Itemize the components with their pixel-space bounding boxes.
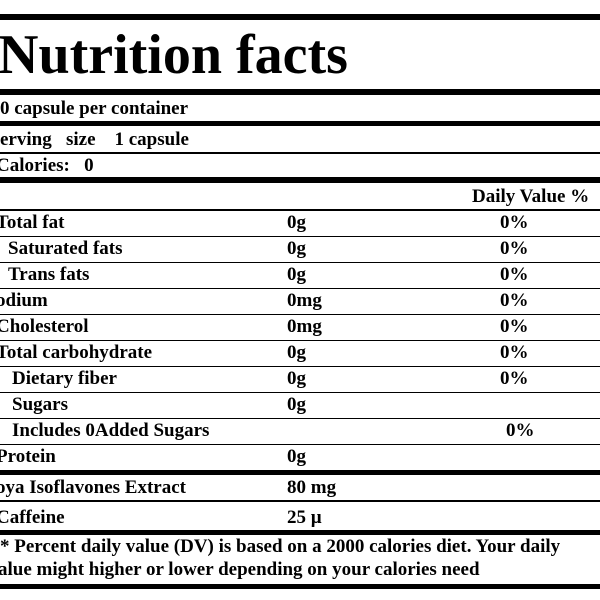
footnote: * Percent daily value (DV) is based on a… — [0, 536, 561, 557]
row-amount: 0g — [287, 212, 306, 233]
rule — [0, 366, 600, 367]
row-label: Protein — [0, 446, 56, 467]
rule — [0, 121, 600, 126]
rule — [0, 314, 600, 315]
rule — [0, 340, 600, 341]
rule — [0, 236, 600, 237]
row-amount: 0mg — [287, 290, 322, 311]
row-label: Caffeine — [0, 507, 65, 528]
row-dv: 0% — [500, 238, 529, 259]
rule — [0, 14, 600, 20]
row-label: Total carbohydrate — [0, 342, 153, 363]
rule — [0, 262, 600, 263]
row-amount: 0g — [287, 446, 306, 467]
row-dv: 0% — [500, 368, 529, 389]
row-dv: 0% — [500, 342, 529, 363]
row-dv: 0% — [506, 420, 535, 441]
row-label: Saturated fats — [8, 238, 123, 259]
title: Nutrition facts — [0, 24, 348, 86]
rule — [0, 177, 600, 183]
row-amount: 0g — [287, 238, 306, 259]
row-amount: 80 mg — [287, 477, 337, 498]
rule — [0, 584, 600, 589]
rule — [0, 418, 600, 419]
rule — [0, 152, 600, 154]
row-dv: 0% — [500, 316, 529, 337]
rule — [0, 444, 600, 445]
row-amount: 0g — [287, 342, 306, 363]
row-dv: 0% — [500, 290, 529, 311]
rule — [0, 392, 600, 393]
row-label: Dietary fiber — [12, 368, 117, 389]
calories: Calories: 0 — [0, 155, 94, 176]
rule — [0, 288, 600, 289]
row-amount: 0mg — [287, 316, 322, 337]
row-label: Sugars — [12, 394, 68, 415]
rule — [0, 209, 600, 211]
serving: erving size 1 capsule — [0, 129, 189, 150]
container: 0 capsule per container — [0, 98, 189, 119]
row-label: Cholesterol — [0, 316, 89, 337]
row-amount: 25 µ — [287, 507, 322, 528]
row-label: odium — [0, 290, 48, 311]
row-amount: 0g — [287, 394, 306, 415]
row-amount: 0g — [287, 368, 306, 389]
row-label: oya Isoflavones Extract — [0, 477, 186, 498]
rule — [0, 500, 600, 502]
footnote: alue might higher or lower depending on … — [0, 559, 480, 580]
row-label: Includes 0Added Sugars — [12, 420, 210, 441]
rule — [0, 89, 600, 95]
rule — [0, 530, 600, 535]
row-label: Total fat — [0, 212, 65, 233]
row-dv: 0% — [500, 264, 529, 285]
dv-header: Daily Value % — [472, 186, 590, 207]
row-amount: 0g — [287, 264, 306, 285]
rule — [0, 470, 600, 475]
row-dv: 0% — [500, 212, 529, 233]
row-label: Trans fats — [8, 264, 90, 285]
